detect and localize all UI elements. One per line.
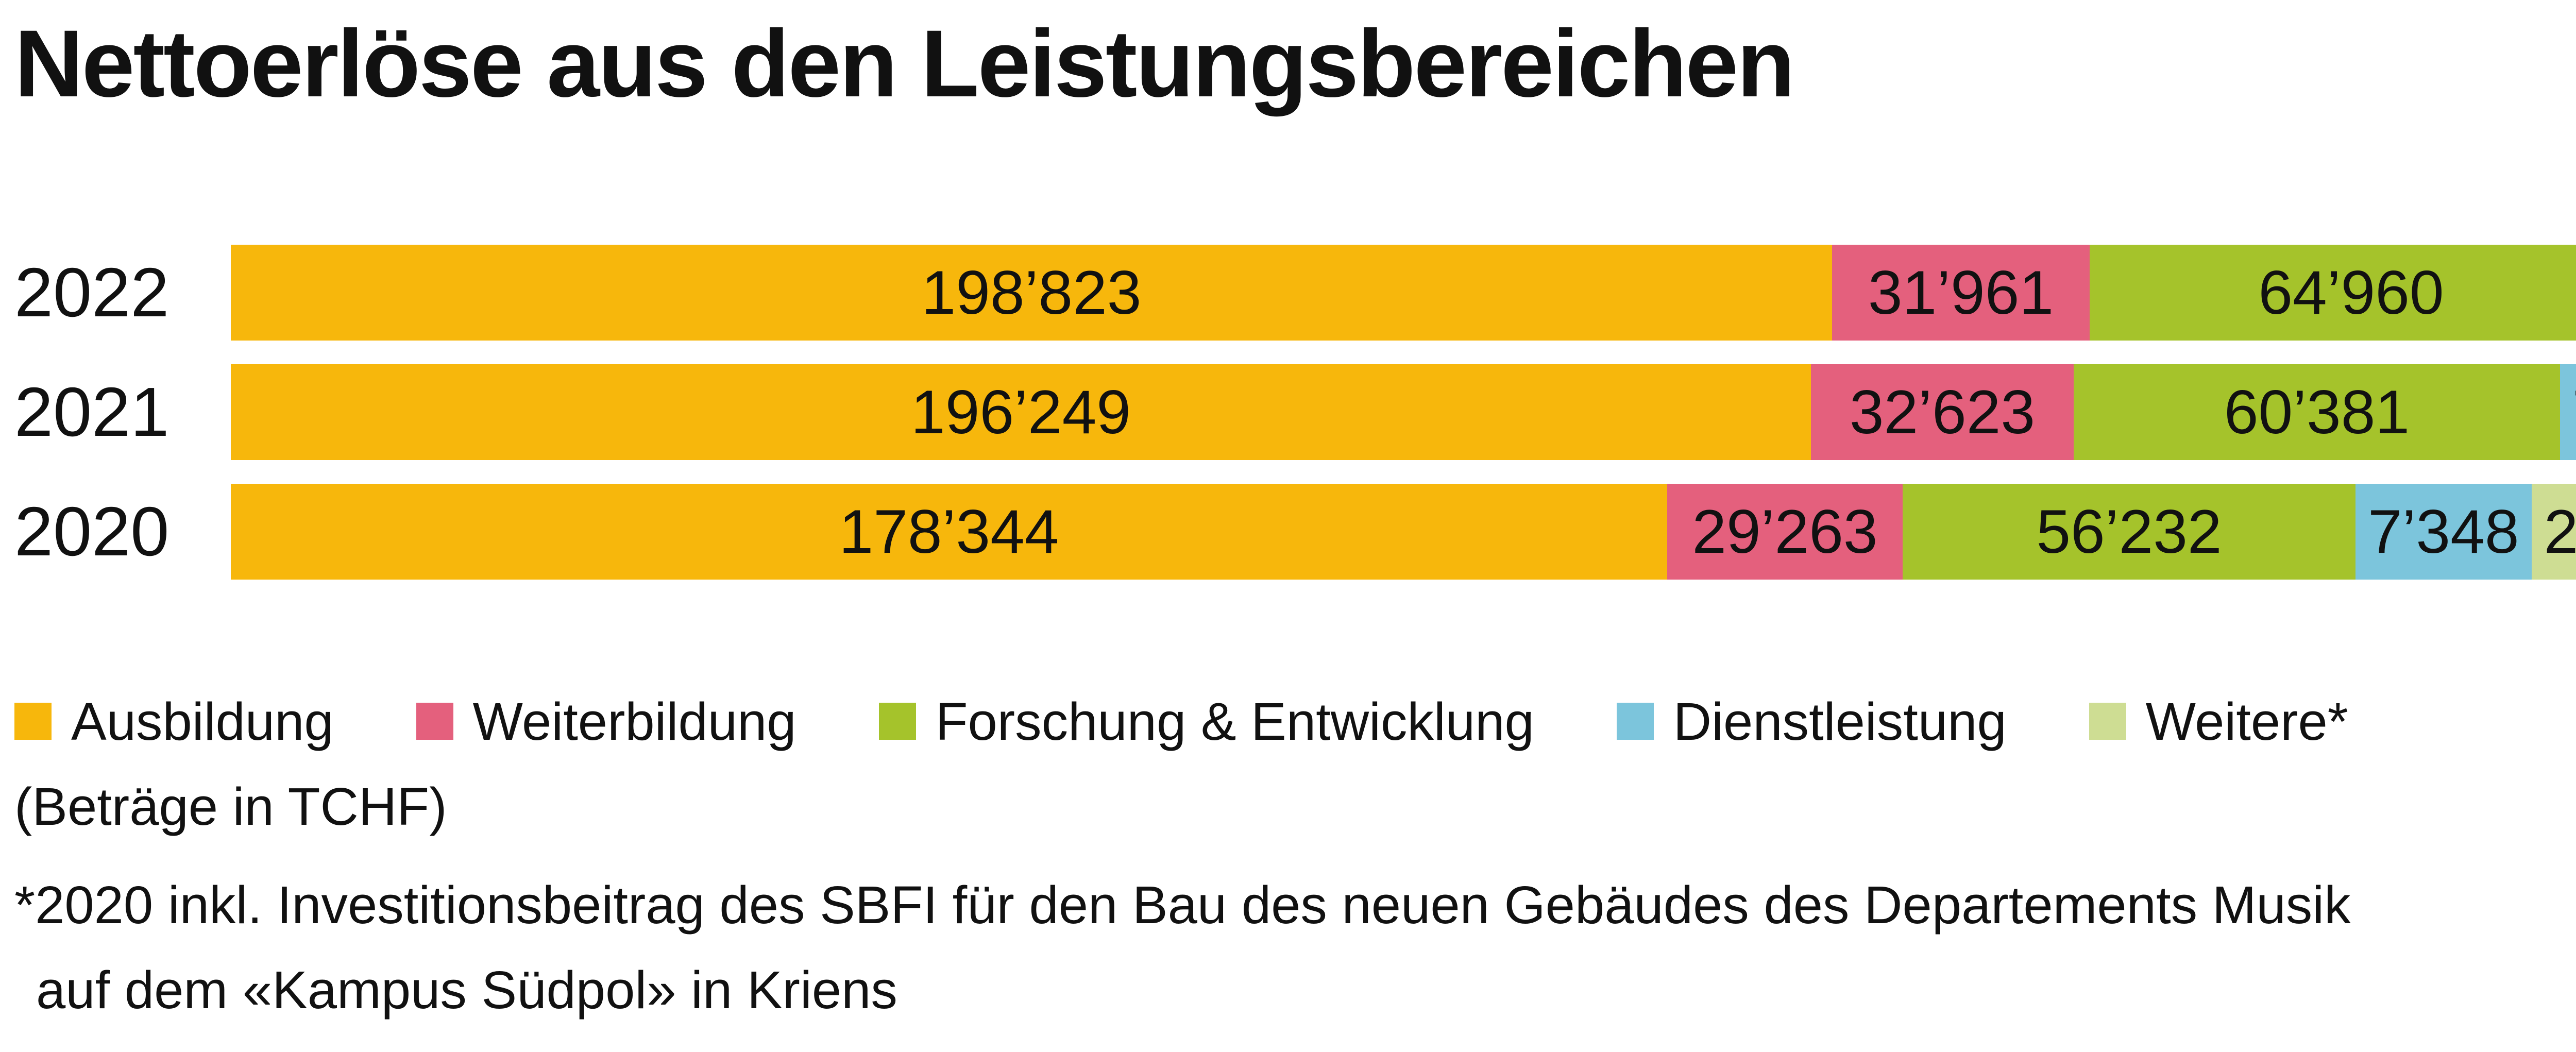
segment-value-label: 32’623 [1849,377,2036,447]
segment-value-label: 56’232 [2036,497,2222,566]
segment-value-label: 7’348 [2368,497,2519,566]
bar-segment-ausbildung: 178’344 [231,483,1667,580]
bar-segment-forschung-entwicklung: 64’960 [2090,244,2576,341]
legend-item-ausbildung: Ausbildung [14,695,334,748]
legend-label: Dienstleistung [1673,691,2007,751]
footnote-line-2: auf dem «Kampus Südpol» in Kriens [36,960,897,1020]
bar-segment-weitere: 22’219 [2531,483,2576,580]
bar-segment-weiterbildung: 32’623 [1811,364,2074,460]
bar-segment-forschung-entwicklung: 60’381 [2074,364,2560,460]
stacked-bar-chart: 2022198’82331’96164’9607’37012’518315’63… [14,244,2576,580]
bar-segment-weiterbildung: 31’961 [1832,244,2090,341]
legend-label: Weiterbildung [472,691,796,751]
footnote-line-1: *2020 inkl. Investitionsbeitrag des SBFI… [14,875,2351,935]
bar-segment-ausbildung: 196’249 [231,364,1811,460]
legend-item-weiterbildung: Weiterbildung [416,695,796,748]
segment-value-label: 198’823 [921,258,1142,327]
chart-title: Nettoerlöse aus den Leistungsbereichen [14,11,1795,117]
legend-swatch-forschung-entwicklung [878,703,916,740]
total-column-header: Total [14,126,2576,188]
year-label: 2022 [14,253,170,332]
chart-row-2021: 2021196’24932’62360’3817’62511’617308’49… [14,364,2576,460]
legend-item-forschung-entwicklung: Forschung & Entwicklung [878,691,1534,751]
bar-segment-forschung-entwicklung: 56’232 [1903,483,2355,580]
legend-item-weitere: Weitere* [2089,695,2348,748]
legend-swatch-weiterbildung [416,703,453,740]
footnote: *2020 inkl. Investitionsbeitrag des SBFI… [14,863,2576,1033]
bar-segment-weiterbildung: 29’263 [1667,483,1903,580]
year-label: 2021 [14,373,170,451]
bar-segment-dienstleistung: 7’625 [2560,364,2576,460]
segment-value-label: 196’249 [910,377,1131,447]
segment-value-label: 22’219 [2544,497,2576,566]
chart-row-2020: 2020178’34429’26356’2327’34822’219293’40… [14,483,2576,580]
bar-track: 178’344 29’263 56’232 7’348 22’219 [231,483,2576,580]
segment-value-label: 64’960 [2258,258,2444,327]
segment-value-label: 178’344 [839,497,1059,566]
segment-value-label: 7’625 [2560,381,2576,443]
legend-label: Forschung & Entwicklung [935,691,1534,751]
chart-legend: Ausbildung Weiterbildung Forschung & Entwi… [14,695,2576,748]
legend-item-dienstleistung: Dienstleistung [1616,691,2007,751]
segment-value-label: 29’263 [1692,497,1878,566]
segment-value-label: 60’381 [2224,377,2410,447]
legend-swatch-dienstleistung [1616,703,1654,740]
year-label: 2020 [14,493,170,571]
legend-swatch-ausbildung [14,703,52,740]
legend-label: Ausbildung [71,691,334,751]
unit-note: (Beträge in TCHF) [14,776,447,836]
bar-segment-dienstleistung: 7’348 [2355,483,2532,580]
bar-segment-ausbildung: 198’823 [231,244,1832,341]
segment-value-label: 31’961 [1868,258,2054,327]
legend-swatch-weitere [2089,703,2126,740]
chart-row-2022: 2022198’82331’96164’9607’37012’518315’63… [14,244,2576,341]
legend-label: Weitere* [2145,691,2348,751]
